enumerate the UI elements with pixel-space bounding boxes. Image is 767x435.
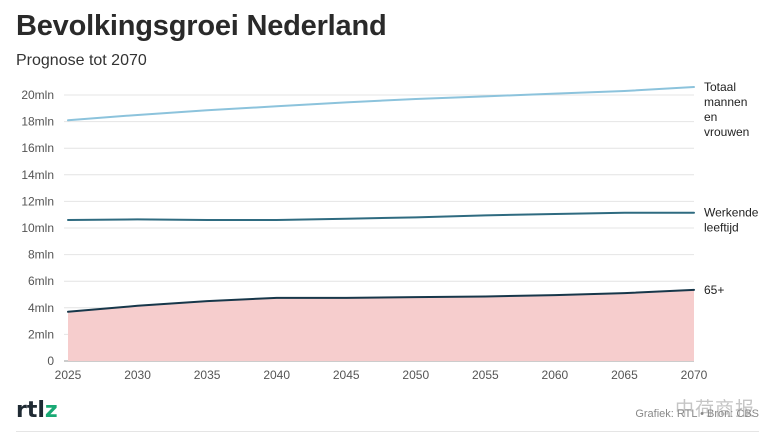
y-tick-label: 6mln bbox=[28, 274, 54, 288]
y-tick-label: 0 bbox=[47, 354, 54, 368]
y-tick-label: 2mln bbox=[28, 327, 54, 341]
line-chart: 0 2mln 4mln 6mln 8mln 10mln 12mln 14mln 16mln 18m… bbox=[21, 80, 759, 382]
chart-subtitle: Prognose tot 2070 bbox=[16, 52, 147, 69]
y-axis-ticks: 0 2mln 4mln 6mln 8mln 10mln 12mln 14mln 16mln 18m… bbox=[21, 88, 54, 368]
watermark: 中荷商报 bbox=[674, 398, 755, 420]
rtl-z-logo: rtlz bbox=[16, 398, 58, 423]
x-tick-label: 2030 bbox=[124, 368, 151, 382]
x-tick-label: 2060 bbox=[542, 368, 569, 382]
series-label: 65+ bbox=[704, 283, 724, 297]
x-tick-label: 2070 bbox=[681, 368, 708, 382]
y-tick-label: 12mln bbox=[21, 194, 54, 208]
area-layer bbox=[68, 289, 694, 361]
x-tick-label: 2035 bbox=[194, 368, 221, 382]
bottom-divider bbox=[16, 431, 759, 432]
chart-title: Bevolkingsgroei Nederland bbox=[16, 10, 387, 42]
x-tick-label: 2025 bbox=[55, 368, 82, 382]
x-tick-label: 2050 bbox=[402, 368, 429, 382]
series-line bbox=[67, 288, 695, 313]
y-tick-label: 18mln bbox=[21, 115, 54, 129]
series-lines bbox=[67, 86, 695, 313]
x-tick-label: 2045 bbox=[333, 368, 360, 382]
series-area-65plus bbox=[68, 289, 694, 361]
y-tick-label: 4mln bbox=[28, 301, 54, 315]
x-tick-label: 2065 bbox=[611, 368, 638, 382]
y-tick-label: 16mln bbox=[21, 141, 54, 155]
y-tick-label: 20mln bbox=[21, 88, 54, 102]
y-tick-label: 14mln bbox=[21, 168, 54, 182]
series-labels: Totaal mannen en vrouwen Werkende leeftijd 65+ bbox=[704, 80, 759, 297]
x-tick-label: 2040 bbox=[263, 368, 290, 382]
source-credit: Grafiek: RTL • Bron: CBS bbox=[635, 408, 759, 420]
y-tick-label: 10mln bbox=[21, 221, 54, 235]
series-label: Totaal mannen en vrouwen bbox=[704, 80, 749, 139]
x-axis-ticks: 2025 2030 2035 2040 2045 2050 2055 2060 2065 2070 bbox=[55, 368, 708, 382]
series-label: Werkende leeftijd bbox=[704, 206, 759, 235]
x-tick-label: 2055 bbox=[472, 368, 499, 382]
series-line bbox=[67, 211, 695, 222]
series-line bbox=[67, 86, 695, 122]
y-tick-label: 8mln bbox=[28, 248, 54, 262]
